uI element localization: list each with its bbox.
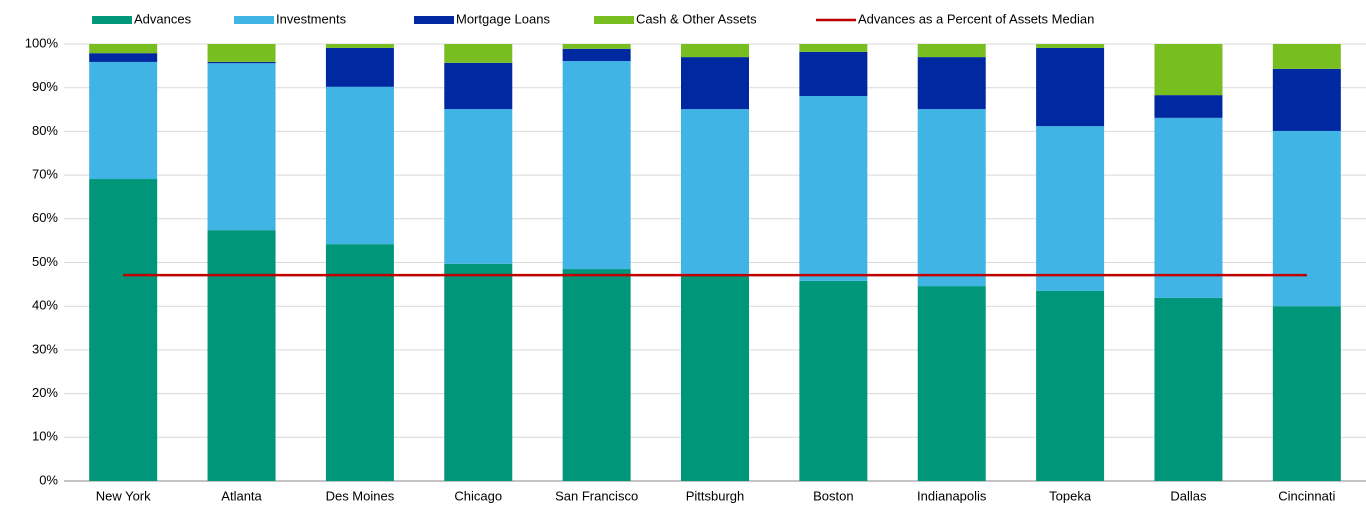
x-tick-label: Cincinnati (1278, 488, 1335, 503)
bar-segment (444, 109, 513, 264)
bar-segment (562, 269, 631, 481)
bar-segment (562, 44, 631, 49)
bar-segment (681, 44, 749, 58)
y-tick-label: 60% (32, 210, 58, 225)
bar-segment (799, 280, 868, 481)
bar-segment (1154, 297, 1223, 481)
bar-segment (681, 276, 749, 481)
y-tick-label: 50% (32, 254, 58, 269)
y-tick-label: 70% (32, 167, 58, 182)
bar-segment (1154, 44, 1223, 96)
legend-swatch (234, 16, 274, 24)
legend-label: Cash & Other Assets (636, 11, 757, 26)
y-tick-label: 30% (32, 341, 58, 356)
bar-segment (1154, 117, 1223, 298)
bar-segment (1036, 47, 1105, 127)
y-tick-label: 90% (32, 79, 58, 94)
y-tick-label: 100% (25, 35, 59, 50)
bar-segment (207, 44, 276, 62)
x-tick-label: Dallas (1170, 488, 1207, 503)
bar-segment (917, 44, 986, 58)
x-tick-label: Des Moines (326, 488, 395, 503)
x-tick-label: New York (96, 488, 151, 503)
x-tick-label: Boston (813, 488, 853, 503)
bar-segment (681, 109, 749, 277)
bar-segment (207, 230, 276, 481)
bar-segment (799, 96, 868, 281)
bar-segment (562, 61, 631, 270)
x-tick-label: Indianapolis (917, 488, 987, 503)
bar-segment (444, 263, 513, 481)
y-tick-label: 20% (32, 385, 58, 400)
x-tick-label: Atlanta (221, 488, 262, 503)
legend-swatch (92, 16, 132, 24)
legend-swatch (414, 16, 454, 24)
legend-swatch (594, 16, 634, 24)
bar-segment (89, 53, 158, 62)
bar-segment (325, 47, 394, 87)
y-tick-label: 10% (32, 429, 58, 444)
bar-segment (1272, 130, 1341, 307)
bar-segment (89, 44, 158, 54)
bar-segment (917, 286, 986, 481)
x-tick-label: Pittsburgh (686, 488, 745, 503)
bar-segment (562, 48, 631, 62)
bar-segment (799, 51, 868, 97)
bar-segment (799, 44, 868, 52)
legend-label: Mortgage Loans (456, 11, 550, 26)
bar-segment (1272, 44, 1341, 69)
bar-segment (1036, 290, 1105, 481)
bar-segment (207, 63, 276, 231)
bar-segment (917, 57, 986, 110)
legend-label: Investments (276, 11, 347, 26)
bar-segment (89, 61, 158, 180)
bar-segment (444, 44, 513, 63)
y-tick-label: 0% (39, 472, 58, 487)
bar-segment (1272, 68, 1341, 131)
y-tick-label: 40% (32, 298, 58, 313)
legend-label: Advances as a Percent of Assets Median (858, 11, 1094, 26)
legend-label: Advances (134, 11, 192, 26)
y-tick-label: 80% (32, 123, 58, 138)
bar-segment (917, 109, 986, 287)
bar-segment (325, 244, 394, 481)
bar-segment (1154, 95, 1223, 118)
bar-segment (1036, 126, 1105, 291)
bar-segment (444, 62, 513, 110)
bar-segment (325, 44, 394, 48)
bar-segment (207, 61, 276, 64)
bar-segment (89, 179, 158, 481)
bar-segment (1036, 44, 1105, 48)
x-tick-label: Chicago (454, 488, 502, 503)
bar-segment (681, 57, 749, 110)
x-tick-label: San Francisco (555, 488, 638, 503)
x-tick-label: Topeka (1049, 488, 1092, 503)
bar-segment (1272, 306, 1341, 481)
bar-segment (325, 86, 394, 245)
